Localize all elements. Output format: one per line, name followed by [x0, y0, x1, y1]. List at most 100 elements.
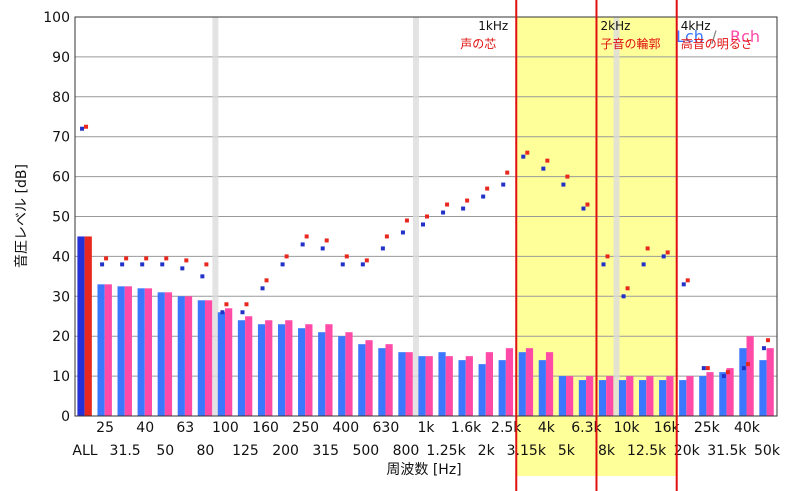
decade-marker-1 [412, 17, 419, 416]
bar-lch-18 [438, 352, 446, 416]
dot-lch-13 [340, 262, 345, 267]
x-tick-bottom-10: 2k [478, 443, 496, 459]
bar-lch-31 [699, 376, 707, 416]
decade-marker-0 [212, 17, 219, 416]
x-axis: 25 40 63 100 160 250 400 630 1k 1.6k 2.5k 4k 6.3k 10k… [72, 420, 780, 459]
dot-rch-25 [585, 202, 590, 207]
dot-rch-19 [465, 198, 470, 203]
x-tick-bottom-13: 8k [598, 443, 616, 459]
dot-lch-23 [541, 166, 546, 171]
bar-lch-13 [338, 336, 346, 416]
bar-lch-10 [277, 324, 286, 416]
bars-layer [77, 236, 774, 416]
band-freq-0: 1kHz [478, 19, 508, 33]
y-tick-10: 10 [52, 369, 70, 385]
dot-lch-17 [421, 222, 425, 227]
x-tick-bottom-3: 80 [196, 443, 214, 459]
dot-lch-29 [661, 254, 666, 259]
bar-rch-7 [225, 308, 233, 416]
bar-lch-21 [498, 360, 506, 416]
x-tick-top-3: 100 [212, 420, 239, 436]
bar-rch-9 [265, 320, 273, 416]
dot-rch-4 [164, 256, 169, 261]
dot-lch-6 [200, 274, 205, 279]
dot-rch-0 [84, 124, 89, 129]
dot-rch-10 [284, 254, 289, 259]
x-tick-top-16: 40k [734, 420, 761, 436]
bar-lch-29 [659, 380, 667, 416]
bar-lch-14 [358, 344, 366, 416]
x-tick-top-11: 4k [538, 420, 556, 436]
dot-lch-27 [621, 294, 626, 299]
y-tick-90: 90 [52, 50, 70, 66]
x-tick-bottom-0: ALL [72, 443, 97, 459]
x-tick-top-15: 25k [694, 420, 721, 436]
bar-lch-2 [117, 286, 125, 416]
legend-separator: / [711, 27, 717, 46]
x-tick-bottom-15: 20k [674, 443, 701, 459]
dot-rch-26 [605, 254, 610, 259]
dot-lch-11 [300, 242, 305, 247]
bar-rch-25 [586, 376, 594, 416]
dot-rch-28 [645, 246, 650, 251]
dot-lch-30 [681, 282, 686, 287]
bar-lch-12 [318, 332, 326, 416]
y-tick-100: 100 [43, 10, 70, 26]
bar-rch-26 [606, 376, 614, 416]
dot-lch-9 [260, 286, 265, 291]
bar-lch-7 [217, 312, 226, 416]
bar-lch-25 [578, 380, 587, 416]
x-tick-top-0: 25 [96, 420, 114, 436]
bar-rch-4 [164, 292, 173, 416]
dot-rch-20 [485, 186, 490, 191]
dot-rch-33 [745, 362, 750, 367]
bar-lch-8 [237, 320, 246, 416]
x-tick-bottom-5: 200 [272, 443, 299, 459]
x-tick-bottom-11: 3.15k [507, 443, 547, 459]
plot-frame [74, 16, 778, 417]
bar-lch-11 [298, 328, 306, 416]
bar-rch-19 [465, 356, 473, 416]
dot-rch-13 [344, 254, 349, 259]
x-tick-top-13: 10k [614, 420, 641, 436]
dots-layer [80, 124, 770, 379]
band-desc-1: 子音の輪郭 [600, 36, 660, 51]
bar-lch-15 [378, 348, 386, 416]
x-tick-bottom-8: 800 [393, 443, 420, 459]
x-tick-bottom-14: 12.5k [627, 443, 667, 459]
dot-lch-34 [761, 346, 766, 351]
dot-rch-34 [765, 338, 770, 343]
x-tick-top-14: 16k [654, 420, 681, 436]
x-tick-bottom-9: 1.25k [426, 443, 466, 459]
decade-marker-2 [613, 17, 620, 416]
bar-lch-1 [97, 284, 105, 416]
bar-rch-32 [726, 368, 734, 416]
bar-rch-17 [425, 356, 433, 416]
bar-rch-31 [706, 372, 714, 416]
bar-lch-20 [478, 364, 486, 416]
dot-lch-12 [320, 246, 325, 251]
dot-rch-3 [144, 256, 149, 261]
y-tick-0: 0 [61, 409, 70, 425]
bar-lch-9 [257, 324, 266, 416]
legend: Lch / Rch [676, 27, 760, 46]
dot-lch-0 [80, 126, 85, 131]
dot-lch-32 [721, 374, 726, 379]
bar-rch-12 [325, 324, 333, 416]
dot-lch-15 [380, 246, 385, 251]
dot-rch-12 [324, 238, 329, 243]
bar-rch-24 [565, 376, 574, 416]
bar-rch-10 [285, 320, 293, 416]
bar-lch-32 [719, 372, 727, 416]
bar-rch-0 [84, 236, 92, 416]
dot-lch-21 [501, 182, 506, 187]
bar-rch-27 [626, 376, 634, 416]
dot-rch-23 [545, 158, 550, 163]
legend-rch: Rch [730, 27, 760, 46]
dot-lch-19 [461, 206, 466, 211]
band-desc-2: 高音の明るさ [681, 36, 753, 51]
dot-rch-14 [364, 258, 369, 263]
y-tick-40: 40 [52, 249, 70, 265]
bar-rch-3 [144, 288, 153, 416]
